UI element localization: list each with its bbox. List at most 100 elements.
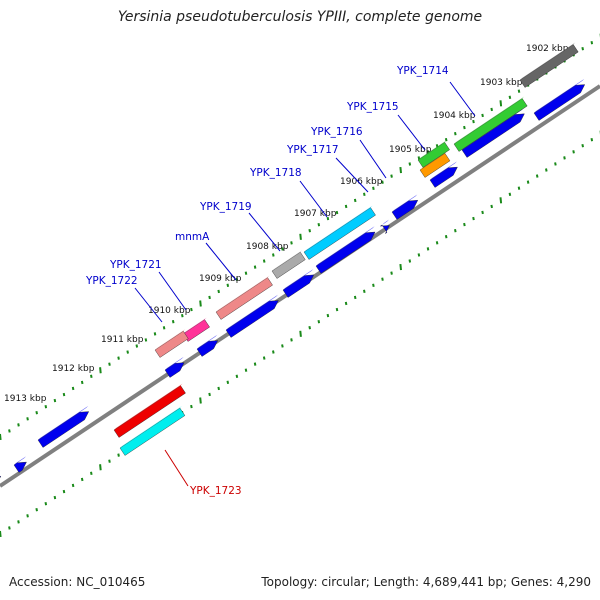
tick-mark-outer — [108, 362, 111, 366]
tick-mark-inner — [290, 338, 293, 342]
leader-line — [335, 157, 369, 193]
tick-mark-inner — [363, 289, 366, 294]
gene-block-8-top — [155, 329, 186, 350]
tick-mark-inner — [444, 235, 448, 239]
scale-label: 1910 kbp — [148, 306, 191, 316]
gene-block-6-top — [216, 275, 270, 312]
tick-mark-inner — [399, 263, 402, 271]
leader-line — [449, 81, 476, 117]
tick-mark-inner — [235, 374, 239, 378]
tick-mark-inner — [435, 241, 439, 245]
tick-mark-outer — [363, 192, 366, 197]
tick-mark-outer — [281, 247, 284, 251]
tick-mark-outer — [135, 344, 139, 348]
scale-label: 1909 kbp — [199, 274, 242, 284]
tick-mark-outer — [53, 398, 57, 403]
cds-block-top — [226, 294, 278, 330]
tick-mark-outer — [272, 253, 275, 257]
tick-mark-inner — [226, 380, 230, 385]
tick-mark-inner — [308, 326, 311, 330]
tick-mark-outer — [444, 138, 448, 142]
tick-mark-outer — [335, 210, 339, 215]
gene-block-5-top — [272, 250, 303, 271]
tick-mark-outer — [26, 417, 29, 421]
tick-mark-inner — [535, 174, 539, 178]
leader-line — [158, 271, 187, 311]
tick-mark-outer — [326, 216, 330, 221]
cds-block-top — [197, 334, 218, 349]
tick-mark-outer — [344, 204, 348, 209]
cds-block — [461, 113, 525, 158]
tick-mark-outer — [217, 289, 220, 294]
tick-mark-outer — [153, 332, 157, 336]
tick-mark-inner — [44, 501, 48, 506]
tick-mark-inner — [272, 350, 275, 354]
scale-label: 1908 kbp — [246, 242, 289, 252]
tick-mark-inner — [326, 313, 330, 318]
tick-mark-inner — [572, 150, 575, 154]
tick-mark-outer — [590, 40, 594, 45]
tick-mark-inner — [117, 453, 120, 457]
tick-mark-inner — [26, 514, 29, 518]
leader-line — [397, 114, 426, 151]
cds-block-top — [534, 78, 585, 113]
tick-mark-inner — [199, 397, 202, 404]
tick-mark-inner — [108, 459, 111, 463]
tick-mark-outer — [35, 411, 38, 415]
tick-mark-inner — [353, 295, 357, 300]
outer-tick-marks — [0, 33, 600, 441]
tick-mark-inner — [390, 271, 393, 275]
gene-label-ypk_1723: YPK_1723 — [189, 485, 242, 497]
cds-block-top — [430, 161, 457, 180]
leader-line — [164, 449, 189, 487]
gene-label-ypk_1714: YPK_1714 — [396, 65, 449, 77]
cds-block — [429, 166, 458, 188]
gene-block-5 — [271, 251, 306, 279]
cds-block-top — [283, 269, 314, 290]
leader-line — [134, 287, 163, 323]
tick-mark-outer — [290, 241, 293, 245]
tick-mark-outer — [399, 166, 402, 174]
scale-label: 1911 kbp — [101, 335, 144, 345]
tick-mark-outer — [481, 113, 484, 118]
scale-label: 1913 kbp — [4, 394, 47, 404]
tick-mark-outer — [472, 119, 475, 124]
tick-mark-outer — [144, 338, 148, 342]
cds-block — [533, 84, 586, 121]
tick-mark-inner — [281, 344, 284, 348]
tick-mark-outer — [517, 89, 521, 93]
gene-label-ypk_1722: YPK_1722 — [85, 275, 138, 287]
tick-mark-outer — [190, 307, 193, 312]
tick-mark-inner — [80, 477, 84, 482]
tick-mark-inner — [481, 210, 484, 215]
gene-block-10-top — [120, 406, 182, 448]
tick-mark-outer — [126, 350, 129, 354]
tick-mark-inner — [554, 162, 557, 166]
tick-mark-outer — [390, 174, 393, 178]
tick-mark-outer — [17, 423, 20, 427]
tick-mark-inner — [408, 259, 412, 263]
topology-text: Topology: circular; Length: 4,689,441 bp… — [261, 575, 591, 589]
tick-mark-inner — [190, 404, 193, 409]
tick-mark-outer — [235, 277, 239, 281]
cds-block — [0, 475, 2, 479]
tick-mark-inner — [90, 471, 93, 476]
leader-line — [299, 180, 328, 218]
tick-mark-inner — [35, 508, 38, 512]
tick-mark-inner — [499, 197, 503, 204]
tick-mark-inner — [299, 330, 302, 337]
leader-line — [205, 242, 237, 281]
tick-mark-inner — [217, 386, 220, 391]
accession-text: Accession: NC_010465 — [9, 575, 146, 589]
tick-mark-outer — [262, 259, 266, 263]
tick-mark-outer — [508, 95, 512, 99]
tick-mark-outer — [581, 47, 584, 51]
tick-mark-inner — [581, 144, 584, 148]
inner-tick-marks — [0, 130, 600, 538]
tick-mark-inner — [262, 356, 266, 360]
tick-mark-outer — [226, 283, 230, 288]
tick-mark-inner — [454, 228, 457, 233]
tick-mark-inner — [208, 392, 211, 397]
tick-mark-inner — [490, 204, 493, 209]
